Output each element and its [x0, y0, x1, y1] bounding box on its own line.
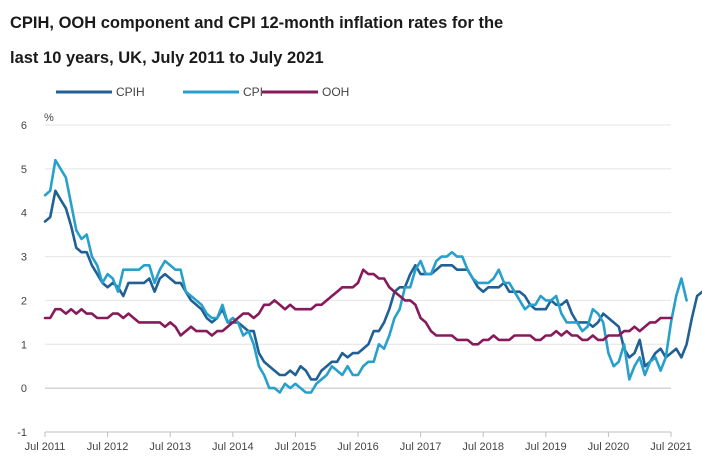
y-tick-label: 6 — [21, 120, 27, 132]
x-tick-label: Jul 2013 — [149, 441, 191, 453]
y-tick-label: 4 — [21, 208, 27, 220]
x-tick-label: Jul 2016 — [337, 441, 379, 453]
chart-series — [43, 158, 702, 394]
y-tick-label: 5 — [21, 164, 27, 176]
series-line-ooh — [43, 268, 673, 346]
x-axis: Jul 2011 Jul 2012 Jul 2013 Jul 2014 Jul 2015… — [25, 431, 692, 453]
series-line-cpih — [43, 189, 702, 381]
y-tick-label: 0 — [21, 383, 27, 395]
x-tick-label: Jul 2020 — [588, 441, 630, 453]
y-axis-unit-label: % — [44, 112, 54, 124]
chart-title: CPIH, OOH component and CPI 12-month inf… — [10, 6, 690, 76]
legend-label-ooh: OOH — [322, 85, 349, 99]
x-tick-label: Jul 2012 — [87, 441, 129, 453]
y-tick-label: 2 — [21, 295, 27, 307]
legend-label-cpih: CPIH — [116, 85, 145, 99]
y-tick-label: -1 — [17, 427, 27, 439]
series-line-cpi — [43, 158, 688, 394]
x-tick-label: Jul 2021 — [650, 441, 692, 453]
x-tick-label: Jul 2019 — [525, 441, 567, 453]
chart-title-line-1: CPIH, OOH component and CPI 12-month inf… — [10, 14, 504, 32]
y-tick-label: 1 — [21, 339, 27, 351]
x-tick-label: Jul 2011 — [25, 441, 66, 453]
y-tick-label: 3 — [21, 252, 27, 264]
chart-legend: CPIH CPI OOH — [56, 85, 349, 99]
x-tick-label: Jul 2014 — [212, 441, 254, 453]
chart-title-line-2: last 10 years, UK, July 2011 to July 202… — [10, 49, 324, 67]
legend-label-cpi: CPI — [243, 85, 263, 99]
x-tick-label: Jul 2015 — [275, 441, 317, 453]
x-tick-label: Jul 2017 — [400, 441, 442, 453]
y-axis: -1 0 1 2 3 4 5 6 — [17, 120, 27, 439]
x-tick-label: Jul 2018 — [462, 441, 504, 453]
chart-gridlines — [45, 124, 671, 433]
